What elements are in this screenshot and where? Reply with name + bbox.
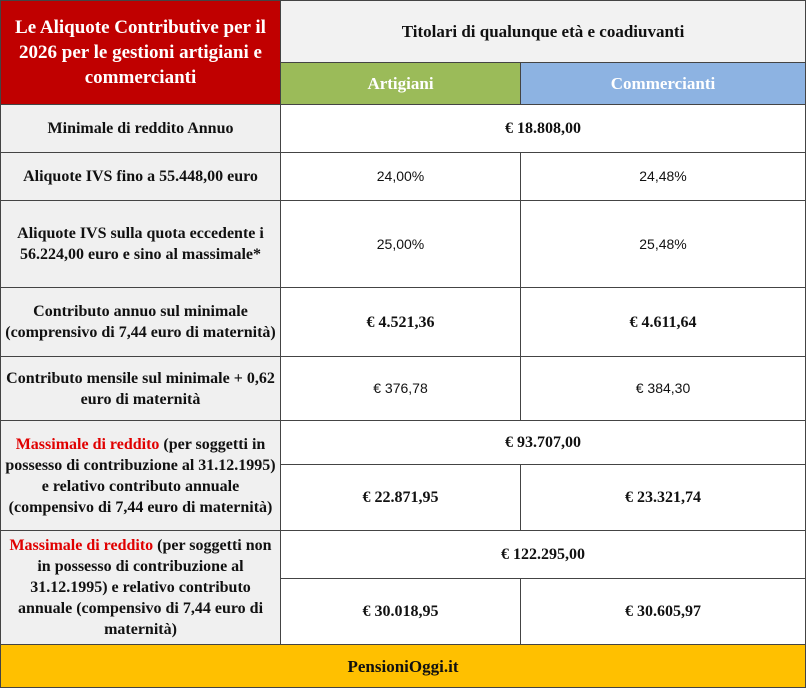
label-wrap: Massimale di reddito (per soggetti in po… <box>5 434 276 518</box>
label-wrap: Massimale di reddito (per soggetti non i… <box>5 535 276 640</box>
cell: € 30.018,95 <box>280 578 521 645</box>
merged-cell: € 93.707,00 <box>280 420 806 465</box>
merged-cell: € 18.808,00 <box>280 104 806 153</box>
label: Contributo annuo sul minimale (comprensi… <box>5 303 276 341</box>
row-label: Contributo annuo sul minimale (comprensi… <box>0 287 281 357</box>
value: € 22.871,95 <box>362 489 439 506</box>
cell: € 4.611,64 <box>520 287 806 357</box>
label: (per soggetti in possesso di contribuzio… <box>5 435 276 516</box>
value: € 18.808,00 <box>505 120 581 137</box>
cell: 24,00% <box>280 152 521 201</box>
value: 24,00% <box>376 168 425 184</box>
group-title: Titolari di qualunque età e coadiuvanti <box>401 22 685 41</box>
value: € 122.295,00 <box>501 546 585 563</box>
cell: € 22.871,95 <box>280 464 521 531</box>
cell: € 384,30 <box>520 356 806 421</box>
column-title: Commercianti <box>610 74 716 93</box>
row-label: Massimale di reddito (per soggetti in po… <box>0 420 281 531</box>
value: € 4.611,64 <box>629 313 697 331</box>
value: 25,00% <box>376 235 425 252</box>
label: (per soggetti non in possesso di contrib… <box>17 537 272 638</box>
value: € 93.707,00 <box>505 434 581 451</box>
value: € 30.605,97 <box>625 603 701 620</box>
label: Contributo mensile sul minimale + 0,62 e… <box>6 369 275 408</box>
footer-text: PensioniOggi.it <box>347 656 459 676</box>
value: € 376,78 <box>373 380 428 396</box>
row-label: Massimale di reddito (per soggetti non i… <box>0 530 281 645</box>
footer: PensioniOggi.it <box>0 644 806 688</box>
cell: 25,48% <box>520 200 806 288</box>
column-header: Artigiani <box>280 62 521 105</box>
row-label: Contributo mensile sul minimale + 0,62 e… <box>0 356 281 421</box>
cell: € 23.321,74 <box>520 464 806 531</box>
highlight: Massimale di reddito <box>9 537 154 554</box>
row-label: Aliquote IVS fino a 55.448,00 euro <box>0 152 281 201</box>
value: 24,48% <box>639 168 687 184</box>
label: Aliquote IVS fino a 55.448,00 euro <box>23 168 258 185</box>
cell: € 4.521,36 <box>280 287 521 357</box>
label: Minimale di reddito Annuo <box>47 120 234 137</box>
column-header: Commercianti <box>520 62 806 105</box>
cell: € 376,78 <box>280 356 521 421</box>
value: 25,48% <box>639 235 687 252</box>
value: € 30.018,95 <box>362 603 439 620</box>
value: € 384,30 <box>635 380 691 396</box>
label: Aliquote IVS sulla quota eccedente i 56.… <box>17 225 264 263</box>
title: Le Aliquote Contributive per il 2026 per… <box>15 17 266 88</box>
value: € 4.521,36 <box>366 313 435 331</box>
group-header: Titolari di qualunque età e coadiuvanti <box>280 0 806 63</box>
title-cell: Le Aliquote Contributive per il 2026 per… <box>0 0 281 105</box>
column-title: Artigiani <box>367 74 434 93</box>
cell: 25,00% <box>280 200 521 288</box>
cell: € 30.605,97 <box>520 578 806 645</box>
highlight: Massimale di reddito <box>15 435 160 453</box>
cell: 24,48% <box>520 152 806 201</box>
value: € 23.321,74 <box>625 489 701 506</box>
row-label: Aliquote IVS sulla quota eccedente i 56.… <box>0 200 281 288</box>
row-label: Minimale di reddito Annuo <box>0 104 281 153</box>
merged-cell: € 122.295,00 <box>280 530 806 579</box>
